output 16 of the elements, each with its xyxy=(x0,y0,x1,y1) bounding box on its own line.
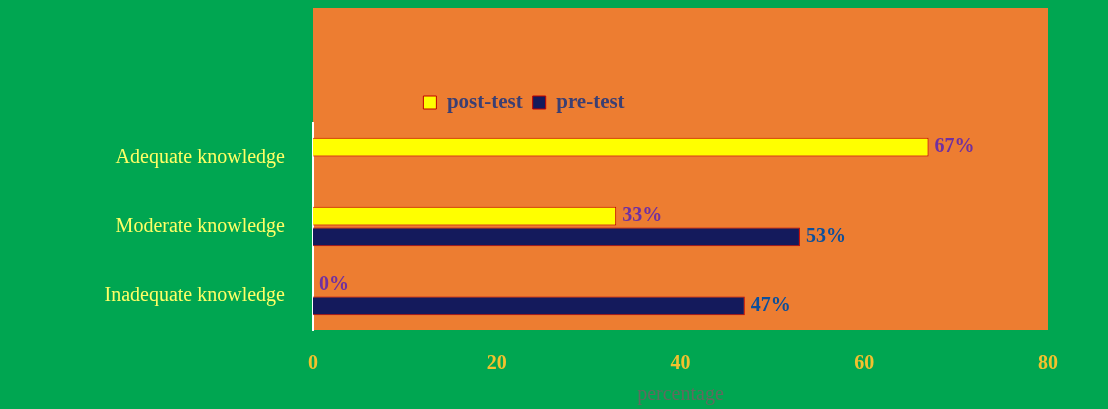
x-tick-label: 20 xyxy=(486,351,507,374)
data-label: 53% xyxy=(805,224,846,247)
data-label: 33% xyxy=(622,203,663,226)
x-tick-label: 40 xyxy=(670,351,691,374)
x-tick-label: 0 xyxy=(308,351,318,374)
x-tick-label: 60 xyxy=(854,351,875,374)
y-tick-label: Inadequate knowledge xyxy=(104,282,286,306)
legend-label: post-test xyxy=(446,88,523,113)
data-label: 47% xyxy=(750,293,791,316)
x-tick-label: 80 xyxy=(1038,351,1058,374)
data-label: 67% xyxy=(934,134,975,157)
y-tick-label: Moderate knowledge xyxy=(115,213,286,237)
x-axis-title: percentage xyxy=(637,382,724,406)
data-label: 0% xyxy=(319,272,349,295)
y-tick-label: Adequate knowledge xyxy=(115,144,286,168)
legend-label: pre-test xyxy=(556,88,625,113)
